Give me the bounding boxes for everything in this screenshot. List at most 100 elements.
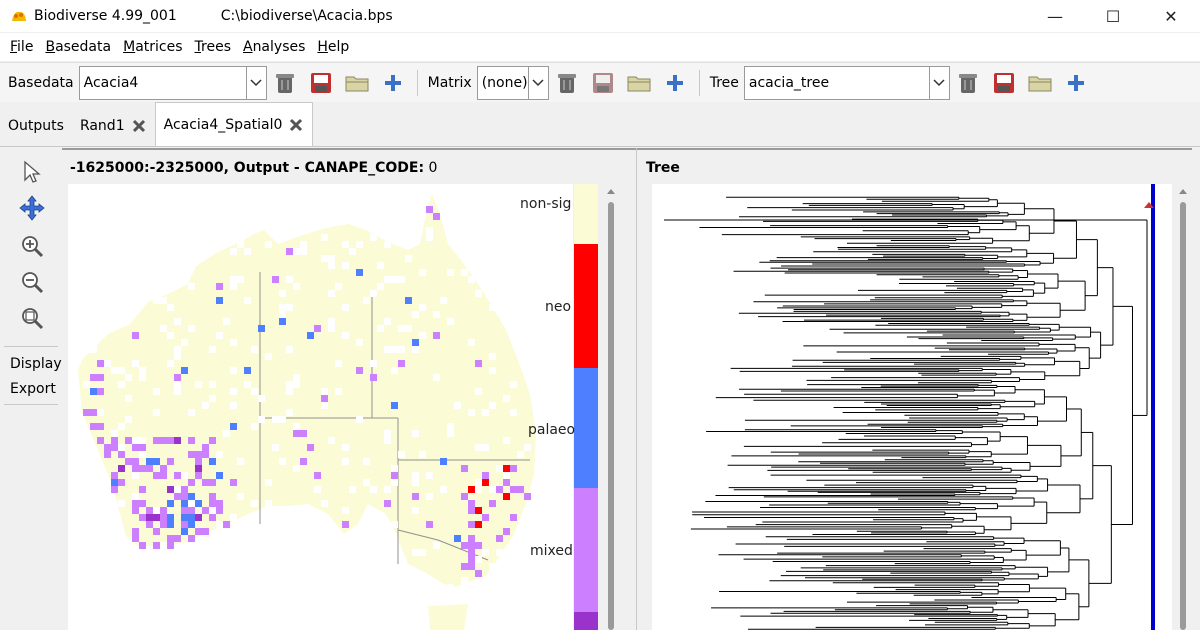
map-cell <box>279 458 286 465</box>
map-cell <box>489 500 496 507</box>
chevron-down-icon[interactable] <box>245 66 266 99</box>
map-cell <box>216 472 223 479</box>
map-cell <box>384 486 391 493</box>
tree-scroll-thumb[interactable] <box>1180 202 1186 630</box>
tree-root-marker[interactable] <box>1144 202 1154 208</box>
tab-rand1[interactable]: Rand1 <box>72 106 155 146</box>
tree-title: Tree <box>646 160 680 176</box>
matrix-select[interactable]: (none) <box>476 65 549 100</box>
map-cell <box>160 437 167 444</box>
display-button[interactable]: Display <box>10 356 62 372</box>
maximize-button[interactable]: ☐ <box>1105 6 1121 26</box>
menu-basedata[interactable]: Basedata <box>45 39 112 55</box>
pane-divider[interactable] <box>636 148 637 630</box>
map-cell <box>321 255 328 262</box>
map-cell <box>244 297 251 304</box>
map-cell <box>440 486 447 493</box>
map-cell <box>237 276 244 283</box>
tree-canvas[interactable] <box>652 184 1172 630</box>
basedata-select[interactable]: Acacia4 <box>78 65 267 100</box>
chevron-down-icon[interactable] <box>928 66 949 99</box>
delete-matrix-icon[interactable] <box>555 71 579 95</box>
map-cell <box>195 451 202 458</box>
map-cell <box>475 570 482 577</box>
close-tab-icon[interactable] <box>288 117 304 133</box>
map-cell <box>146 521 153 528</box>
delete-basedata-icon[interactable] <box>273 71 297 95</box>
add-matrix-icon[interactable] <box>663 71 687 95</box>
phylogeny-tree[interactable] <box>652 184 1172 630</box>
map-scrollbar[interactable] <box>604 184 618 630</box>
map-cell <box>335 360 342 367</box>
map-cell <box>468 549 475 556</box>
save-basedata-icon[interactable] <box>309 71 333 95</box>
tab-outputs[interactable]: Outputs <box>8 118 64 134</box>
map-cell <box>83 409 90 416</box>
map-cell <box>377 262 384 269</box>
tab-acacia4-spatial0[interactable]: Acacia4_Spatial0 <box>154 102 314 146</box>
map-cell <box>524 493 531 500</box>
zoom-in-icon[interactable] <box>18 232 46 260</box>
legend-label-neo: neo <box>545 299 572 315</box>
open-tree-icon[interactable] <box>1028 71 1052 95</box>
map-cell <box>195 472 202 479</box>
map-cell <box>475 360 482 367</box>
map-cell <box>412 311 419 318</box>
map-cell <box>132 493 139 500</box>
map-cell <box>97 374 104 381</box>
map-cell <box>132 444 139 451</box>
close-button[interactable]: ✕ <box>1164 6 1178 26</box>
add-tree-icon[interactable] <box>1064 71 1088 95</box>
map-cell <box>349 486 356 493</box>
pan-move-icon[interactable] <box>18 194 46 222</box>
map-cell <box>447 423 454 430</box>
map-cell <box>391 346 398 353</box>
map-cell <box>188 514 195 521</box>
menu-file[interactable]: File <box>10 39 34 55</box>
map-cell <box>300 430 307 437</box>
menu-matrices[interactable]: Matrices <box>123 39 183 55</box>
zoom-out-icon[interactable] <box>18 268 46 296</box>
map-cell <box>356 241 363 248</box>
minimize-button[interactable]: — <box>1047 6 1063 26</box>
open-basedata-icon[interactable] <box>345 71 369 95</box>
map-cell <box>188 409 195 416</box>
map-cell <box>265 479 272 486</box>
tree-cutoff-line[interactable] <box>1151 184 1155 630</box>
open-matrix-icon[interactable] <box>627 71 651 95</box>
map-canvas[interactable] <box>68 184 573 630</box>
zoom-fit-icon[interactable] <box>18 304 46 332</box>
australia-map[interactable] <box>68 184 573 630</box>
map-cell <box>153 388 160 395</box>
map-cell <box>426 234 433 241</box>
map-cell <box>398 276 405 283</box>
map-cell <box>188 507 195 514</box>
map-cell <box>216 451 223 458</box>
delete-tree-icon[interactable] <box>956 71 980 95</box>
map-cell <box>293 465 300 472</box>
save-tree-icon[interactable] <box>992 71 1016 95</box>
menu-help[interactable]: Help <box>317 39 350 55</box>
menu-trees[interactable]: Trees <box>194 39 231 55</box>
map-cell <box>363 479 370 486</box>
select-pointer-icon[interactable] <box>18 158 46 186</box>
map-cell <box>223 521 230 528</box>
add-basedata-icon[interactable] <box>381 71 405 95</box>
map-cell <box>335 388 342 395</box>
map-cell <box>300 241 307 248</box>
map-cell <box>230 276 237 283</box>
map-cell <box>475 507 482 514</box>
map-cell <box>265 500 272 507</box>
save-matrix-icon[interactable] <box>591 71 615 95</box>
map-cell <box>391 465 398 472</box>
menu-analyses[interactable]: Analyses <box>242 39 306 55</box>
map-scroll-thumb[interactable] <box>608 202 614 630</box>
tree-scrollbar[interactable] <box>1176 184 1190 630</box>
tree-select[interactable]: acacia_tree <box>743 65 950 100</box>
chevron-down-icon[interactable] <box>527 66 548 99</box>
export-button[interactable]: Export <box>10 381 56 397</box>
map-cell <box>223 430 230 437</box>
map-cell <box>139 437 146 444</box>
map-cell <box>195 458 202 465</box>
close-tab-icon[interactable] <box>131 118 147 134</box>
